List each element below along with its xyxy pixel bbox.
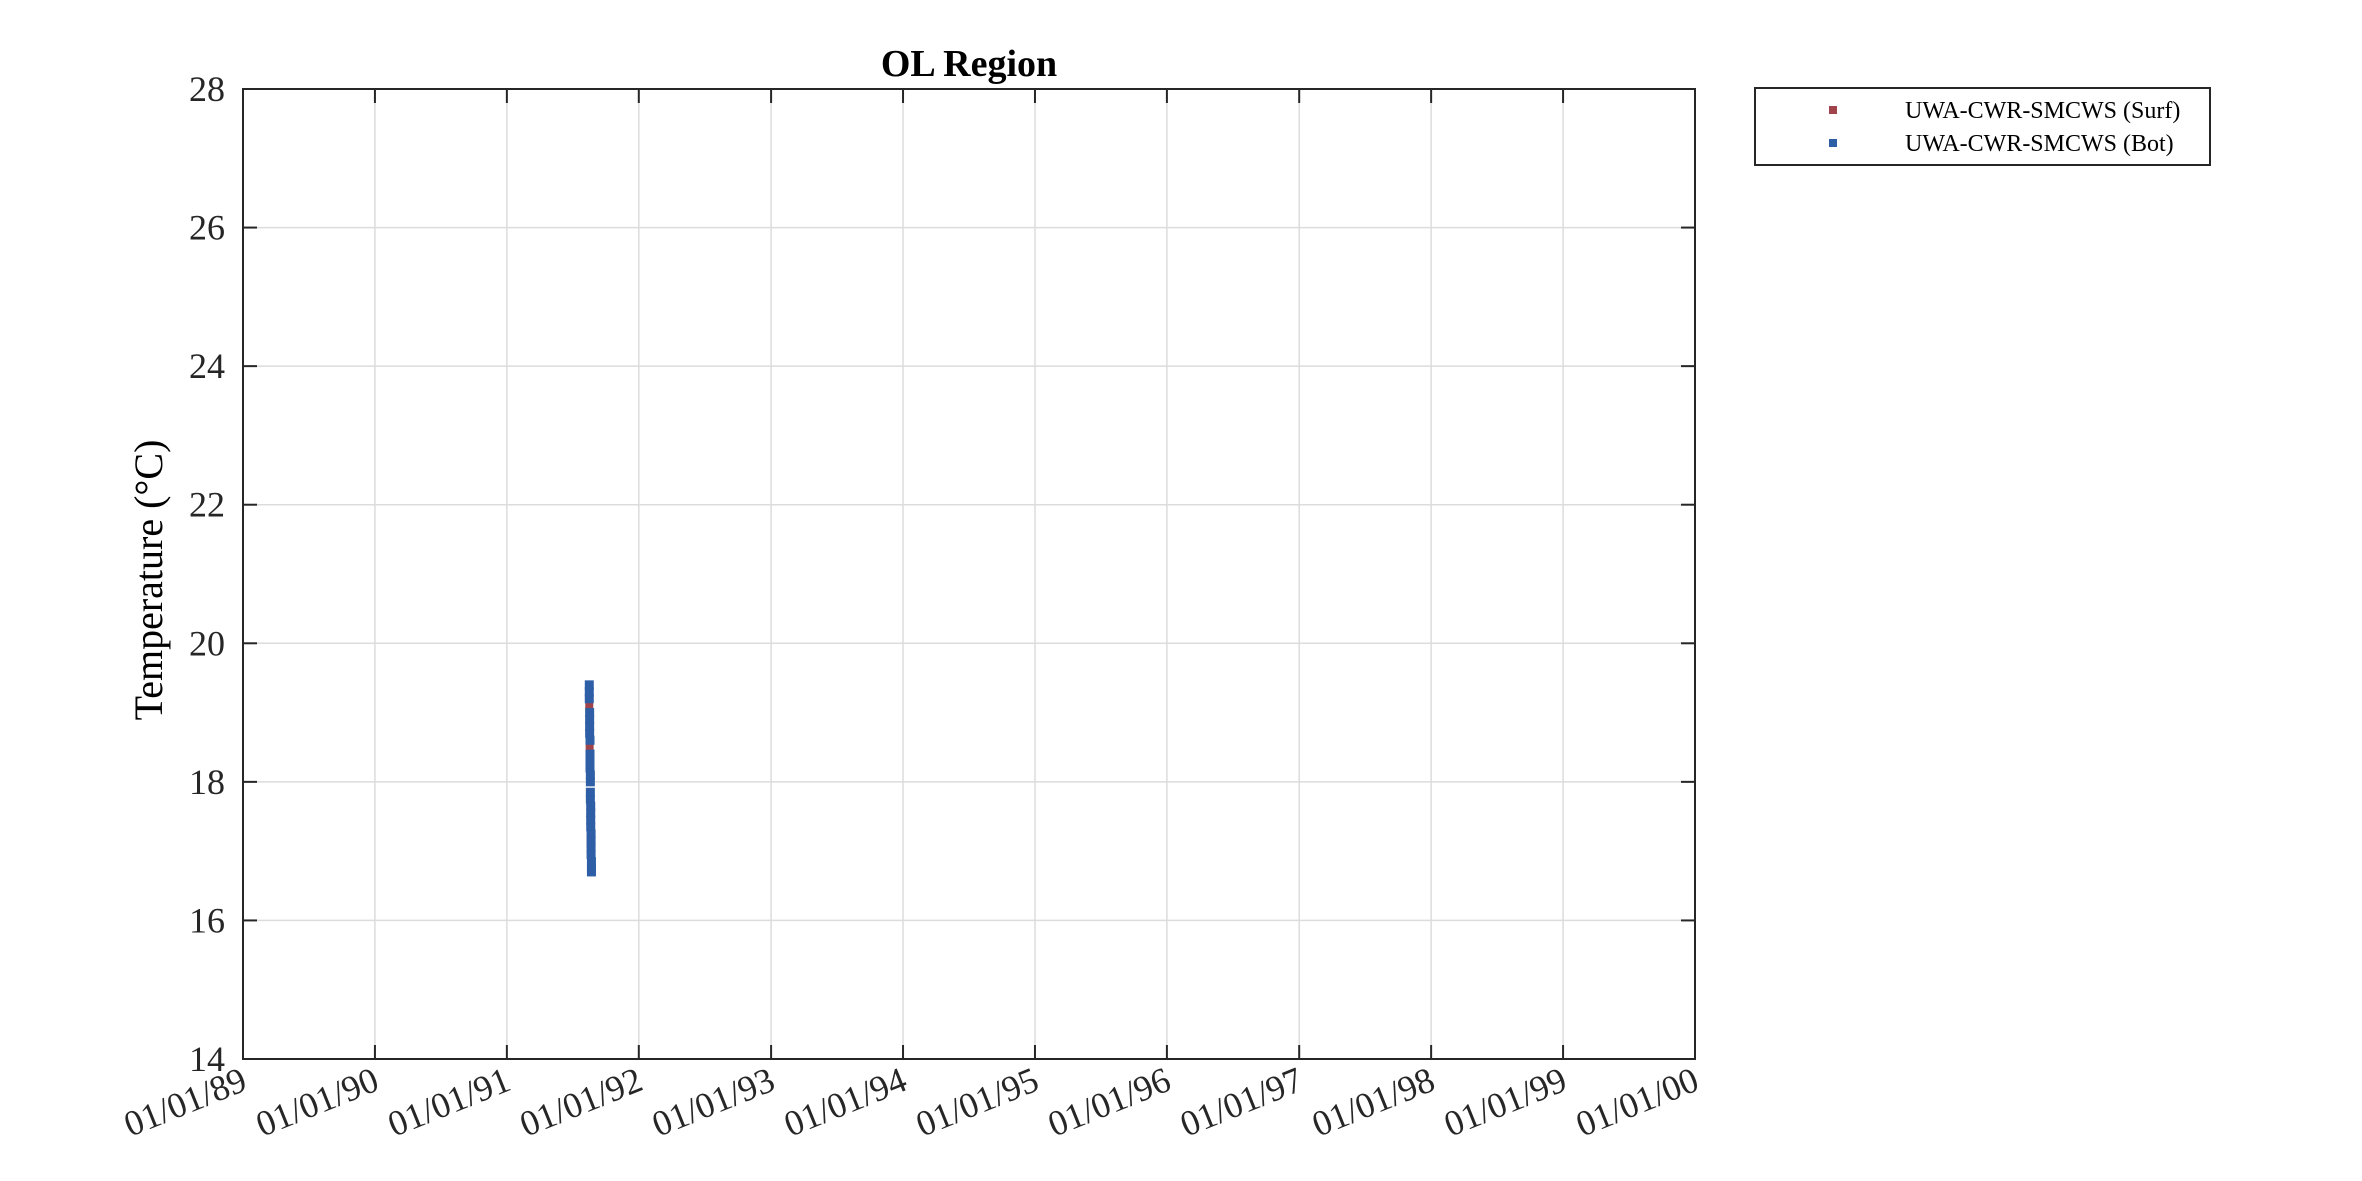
y-tick-label: 18 <box>189 762 225 802</box>
x-tick-label: 01/01/91 <box>382 1059 516 1144</box>
legend-label: UWA-CWR-SMCWS (Bot) <box>1905 131 2174 157</box>
x-tick-label: 01/01/93 <box>646 1059 780 1144</box>
x-tick-label: 01/01/00 <box>1570 1059 1704 1144</box>
x-tick-label: 01/01/98 <box>1306 1059 1440 1144</box>
legend-marker <box>1829 139 1837 147</box>
data-point-bot <box>585 777 595 787</box>
y-axis-label: Temperature (°C) <box>126 440 171 721</box>
legend-box <box>1754 87 2211 166</box>
x-tick-label: 01/01/94 <box>778 1059 912 1144</box>
y-tick-label: 28 <box>189 69 225 109</box>
x-tick-label: 01/01/95 <box>910 1059 1044 1144</box>
data-points <box>584 680 596 877</box>
legend: UWA-CWR-SMCWS (Surf) UWA-CWR-SMCWS (Bot) <box>1754 87 2211 166</box>
grid-layer <box>243 89 1695 1059</box>
x-tick-label: 01/01/97 <box>1175 1059 1309 1144</box>
axes-layer <box>242 88 1696 1060</box>
y-tick-label: 26 <box>189 208 225 248</box>
y-tick-labels: 14 16 18 20 22 24 26 28 <box>189 69 225 1079</box>
x-tick-label: 01/01/92 <box>514 1059 648 1144</box>
x-tick-label: 01/01/99 <box>1438 1059 1572 1144</box>
plot-area-border <box>242 88 1696 1060</box>
y-tick-label: 24 <box>189 346 225 386</box>
x-tick-label: 01/01/90 <box>250 1059 384 1144</box>
y-tick-label: 22 <box>189 485 225 525</box>
chart-title: OL Region <box>881 43 1057 85</box>
y-tick-label: 14 <box>189 1039 225 1079</box>
x-tick-label: 01/01/89 <box>118 1059 252 1144</box>
legend-marker <box>1829 106 1837 114</box>
x-tick-labels: 01/01/8901/01/9001/01/9101/01/9201/01/93… <box>118 1059 1704 1144</box>
y-tick-label: 20 <box>189 623 225 663</box>
y-tick-label: 16 <box>189 900 225 940</box>
legend-label: UWA-CWR-SMCWS (Surf) <box>1905 98 2180 124</box>
data-point-bot <box>586 867 596 877</box>
data-point-bot <box>585 735 595 745</box>
x-tick-label: 01/01/96 <box>1042 1059 1176 1144</box>
data-point-bot <box>584 694 594 704</box>
